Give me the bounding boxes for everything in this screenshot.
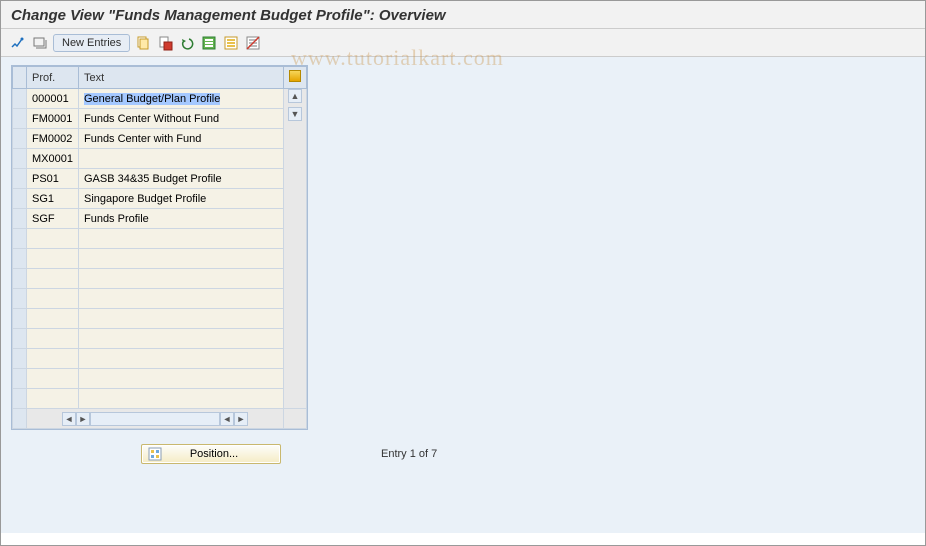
position-button[interactable]: Position... — [141, 444, 281, 464]
scroll-right-icon[interactable]: ► — [76, 412, 90, 426]
scroll-left-icon[interactable]: ◄ — [62, 412, 76, 426]
row-selector[interactable] — [13, 89, 27, 109]
cell-text[interactable]: Funds Center Without Fund — [78, 109, 283, 129]
deselect-all-icon[interactable] — [244, 34, 262, 52]
row-selector[interactable] — [13, 109, 27, 129]
table-row[interactable] — [13, 309, 307, 329]
cell-text[interactable]: Funds Profile — [78, 209, 283, 229]
column-header-text[interactable]: Text — [78, 67, 283, 89]
table-row[interactable] — [13, 369, 307, 389]
cell-prof[interactable] — [27, 349, 79, 369]
cell-prof[interactable]: SGF — [27, 209, 79, 229]
table-row[interactable] — [13, 249, 307, 269]
table-row[interactable]: FM0001Funds Center Without Fund — [13, 109, 307, 129]
row-selector[interactable] — [13, 309, 27, 329]
select-all-icon[interactable] — [200, 34, 218, 52]
profile-table-container: Prof. Text 000001General Budget/Plan Pro… — [11, 65, 308, 430]
cell-prof[interactable] — [27, 249, 79, 269]
position-icon — [148, 447, 162, 461]
cell-text[interactable] — [78, 269, 283, 289]
content-panel: Prof. Text 000001General Budget/Plan Pro… — [1, 57, 925, 533]
toggle-display-icon[interactable] — [9, 34, 27, 52]
row-selector[interactable] — [13, 389, 27, 409]
cell-text[interactable]: GASB 34&35 Budget Profile — [78, 169, 283, 189]
table-row[interactable]: PS01GASB 34&35 Budget Profile — [13, 169, 307, 189]
table-config-icon[interactable] — [283, 67, 306, 89]
delete-icon[interactable] — [156, 34, 174, 52]
cell-prof[interactable] — [27, 309, 79, 329]
new-entries-button[interactable]: New Entries — [53, 34, 130, 52]
table-row[interactable]: MX0001 — [13, 149, 307, 169]
table-row[interactable]: SGFFunds Profile — [13, 209, 307, 229]
row-selector[interactable] — [13, 189, 27, 209]
row-selector[interactable] — [13, 249, 27, 269]
row-selector[interactable] — [13, 329, 27, 349]
table-row[interactable]: 000001General Budget/Plan Profile▲▼ — [13, 89, 307, 109]
cell-prof[interactable] — [27, 229, 79, 249]
row-selector[interactable] — [13, 289, 27, 309]
vertical-scrollbar[interactable]: ▲▼ — [283, 89, 306, 409]
table-row[interactable]: SG1Singapore Budget Profile — [13, 189, 307, 209]
cell-prof[interactable]: MX0001 — [27, 149, 79, 169]
row-selector[interactable] — [13, 149, 27, 169]
row-selector[interactable] — [13, 209, 27, 229]
table-row[interactable] — [13, 289, 307, 309]
cell-prof[interactable] — [27, 289, 79, 309]
table-row[interactable] — [13, 229, 307, 249]
cell-prof[interactable]: PS01 — [27, 169, 79, 189]
cell-text[interactable] — [78, 309, 283, 329]
horizontal-scrollbar[interactable]: ◄ ► ◄ ► — [27, 409, 284, 429]
cell-text[interactable] — [78, 249, 283, 269]
scroll-down-icon[interactable]: ▼ — [288, 107, 302, 121]
table-row[interactable] — [13, 389, 307, 409]
copy-icon[interactable] — [134, 34, 152, 52]
table-row[interactable] — [13, 329, 307, 349]
cell-text[interactable]: Singapore Budget Profile — [78, 189, 283, 209]
app-toolbar: New Entries — [1, 29, 925, 57]
cell-text[interactable] — [78, 389, 283, 409]
footer-row: Position... Entry 1 of 7 — [11, 444, 915, 464]
position-button-label: Position... — [168, 448, 260, 460]
hscroll-corner — [283, 409, 306, 429]
cell-text[interactable] — [78, 229, 283, 249]
expand-icon[interactable] — [31, 34, 49, 52]
page-title: Change View "Funds Management Budget Pro… — [1, 1, 925, 29]
row-selector-header[interactable] — [13, 67, 27, 89]
row-selector[interactable] — [13, 129, 27, 149]
scroll-right-end-icon[interactable]: ► — [234, 412, 248, 426]
table-row[interactable]: FM0002Funds Center with Fund — [13, 129, 307, 149]
hscroll-spacer — [13, 409, 27, 429]
cell-text[interactable] — [78, 369, 283, 389]
cell-prof[interactable] — [27, 369, 79, 389]
scroll-left-end-icon[interactable]: ◄ — [220, 412, 234, 426]
cell-text[interactable] — [78, 289, 283, 309]
scroll-up-icon[interactable]: ▲ — [288, 89, 302, 103]
cell-prof[interactable]: FM0002 — [27, 129, 79, 149]
select-block-icon[interactable] — [222, 34, 240, 52]
entry-count-label: Entry 1 of 7 — [381, 448, 437, 460]
cell-prof[interactable]: FM0001 — [27, 109, 79, 129]
row-selector[interactable] — [13, 169, 27, 189]
cell-prof[interactable]: SG1 — [27, 189, 79, 209]
profile-table: Prof. Text 000001General Budget/Plan Pro… — [12, 66, 307, 429]
cell-text[interactable] — [78, 349, 283, 369]
row-selector[interactable] — [13, 369, 27, 389]
cell-text[interactable]: Funds Center with Fund — [78, 129, 283, 149]
row-selector[interactable] — [13, 269, 27, 289]
cell-prof[interactable] — [27, 329, 79, 349]
column-header-prof[interactable]: Prof. — [27, 67, 79, 89]
cell-prof[interactable]: 000001 — [27, 89, 79, 109]
cell-prof[interactable] — [27, 269, 79, 289]
cell-prof[interactable] — [27, 389, 79, 409]
table-row[interactable] — [13, 269, 307, 289]
row-selector[interactable] — [13, 229, 27, 249]
cell-text[interactable] — [78, 329, 283, 349]
undo-icon[interactable] — [178, 34, 196, 52]
table-row[interactable] — [13, 349, 307, 369]
cell-text[interactable] — [78, 149, 283, 169]
row-selector[interactable] — [13, 349, 27, 369]
cell-text[interactable]: General Budget/Plan Profile — [78, 89, 283, 109]
